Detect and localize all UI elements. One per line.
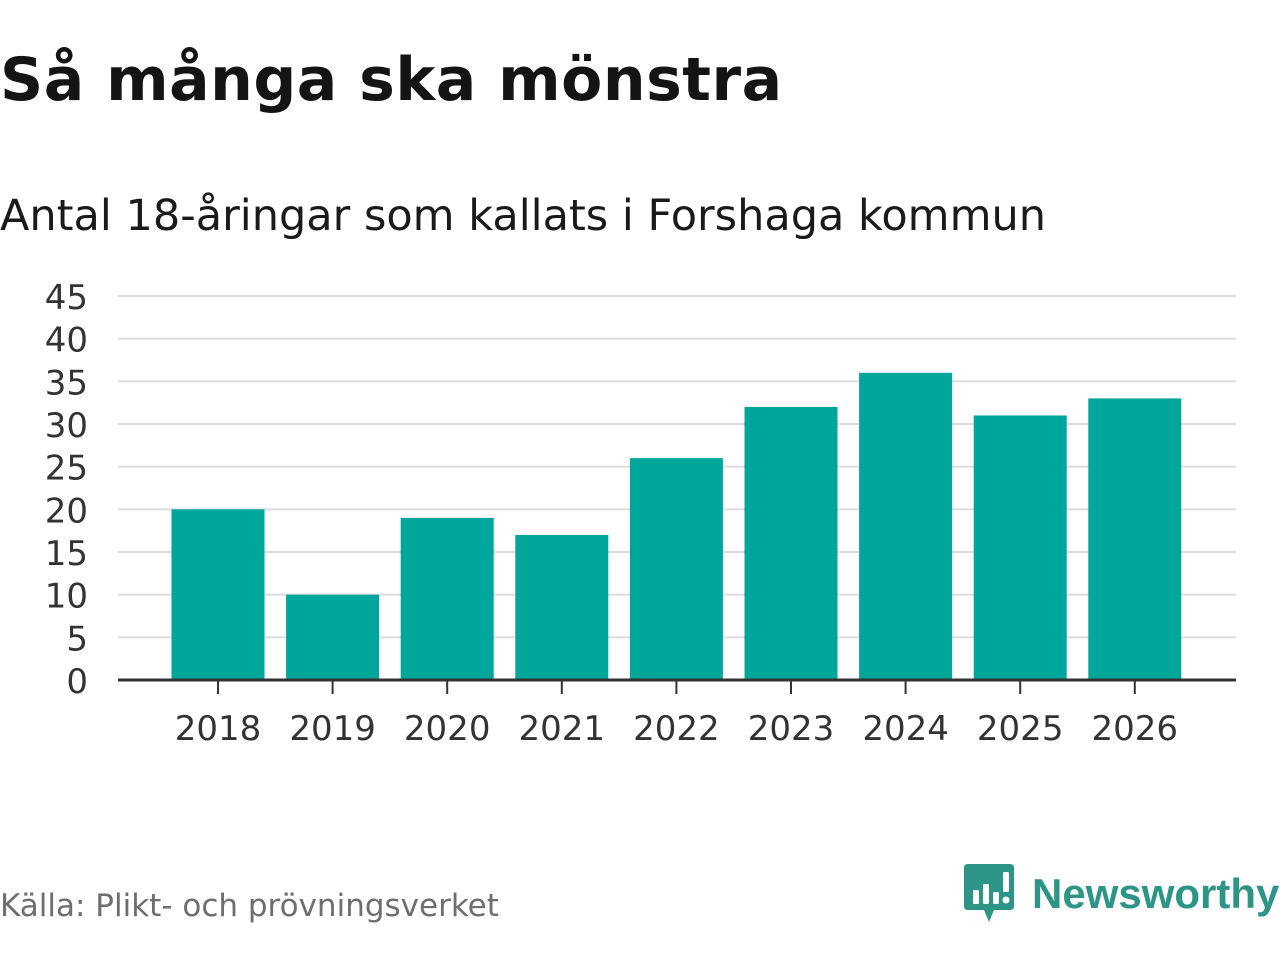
bar-2026: [1088, 398, 1182, 680]
chart-subtitle: Antal 18-åringar som kallats i Forshaga …: [0, 191, 1046, 241]
x-tick-label: 2025: [977, 709, 1064, 749]
source-note: Källa: Plikt- och prövningsverket: [0, 888, 499, 924]
newsworthy-logo-icon: [964, 864, 1014, 922]
bar-2019: [286, 594, 380, 680]
bar-2025: [973, 415, 1067, 680]
bar-2018: [171, 509, 265, 680]
y-tick-label: 20: [45, 491, 88, 531]
y-tick-label: 25: [45, 449, 88, 489]
brand-logo: Newsworthy: [962, 862, 1279, 926]
y-tick-label: 15: [45, 534, 88, 574]
bar-2022: [629, 458, 723, 680]
bar-2021: [515, 534, 609, 680]
x-tick-label: 2022: [633, 709, 720, 749]
x-tick-label: 2018: [175, 709, 262, 749]
y-tick-label: 40: [45, 321, 88, 361]
brand-name: Newsworthy: [1032, 870, 1280, 917]
y-tick-label: 45: [45, 278, 88, 318]
y-tick-label: 35: [45, 363, 88, 403]
bars: [171, 372, 1182, 680]
y-tick-label: 30: [45, 406, 88, 446]
y-tick-label: 10: [45, 577, 88, 617]
x-tick-label: 2024: [862, 709, 949, 749]
bar-2023: [744, 406, 838, 680]
x-tick-label: 2019: [289, 709, 376, 749]
x-tick-label: 2021: [519, 709, 606, 749]
y-tick-label: 0: [66, 662, 88, 702]
chart-title: Så många ska mönstra: [0, 45, 783, 115]
x-tick-label: 2026: [1092, 709, 1179, 749]
x-tick-label: 2023: [748, 709, 835, 749]
bar-2024: [859, 372, 953, 680]
y-tick-label: 5: [66, 619, 88, 659]
bar-2020: [400, 517, 494, 680]
x-tick-label: 2020: [404, 709, 491, 749]
x-axis-tick-labels: 2018 2019 2020 2021 2022 2023 2024 2025 2026: [175, 680, 1178, 749]
